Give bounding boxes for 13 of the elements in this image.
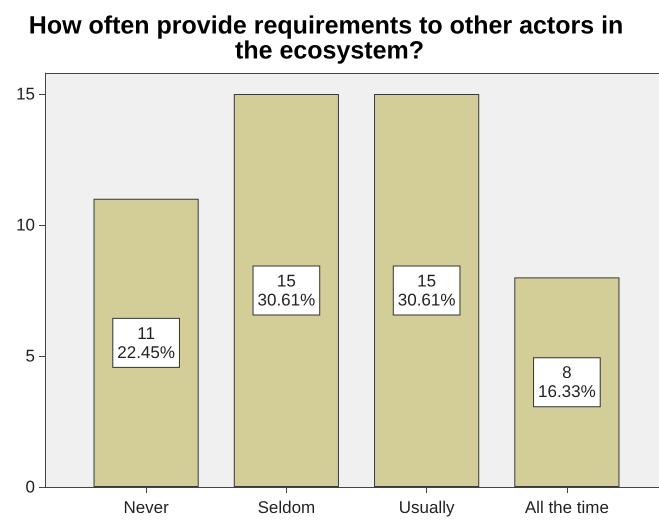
y-tick-label: 5 <box>26 346 35 366</box>
chart-title: How often provide requirements to other actors in the ecosystem? <box>28 12 630 64</box>
y-tick-label: 0 <box>26 478 35 496</box>
y-tick-label: 15 <box>16 84 35 104</box>
data-label: 15 30.61% <box>398 271 456 310</box>
x-tick-label: Seldom <box>258 498 316 517</box>
x-tick-label: Never <box>123 498 170 517</box>
x-tick-label: Usually <box>398 498 455 517</box>
data-label: 11 22.45% <box>117 324 175 362</box>
x-tick-label: All the time <box>524 498 609 517</box>
data-label: 15 30.61% <box>258 271 316 310</box>
y-tick-label: 10 <box>16 215 35 234</box>
data-label: 8 16.33% <box>538 363 596 402</box>
